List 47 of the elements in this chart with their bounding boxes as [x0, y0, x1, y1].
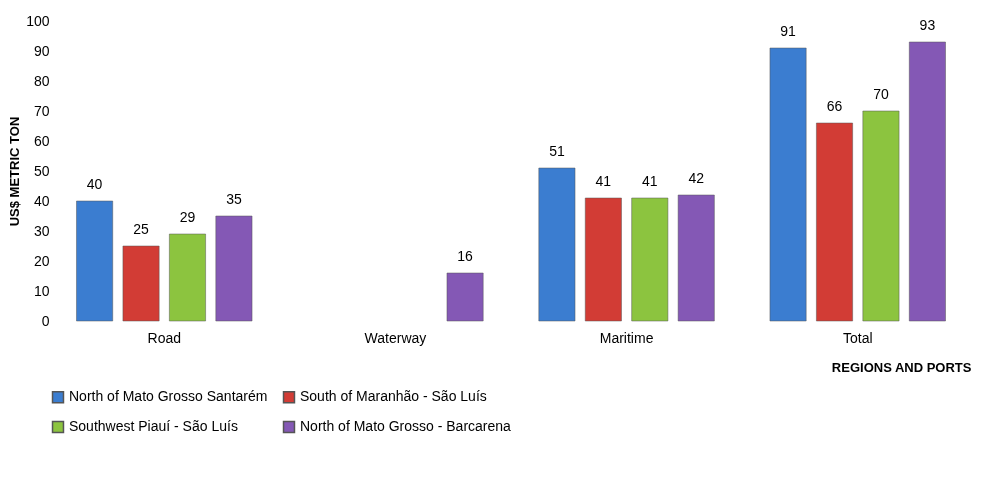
legend-label: North of Mato Grosso - Barcarena	[300, 418, 512, 434]
bar	[816, 122, 853, 322]
x-tick-label: Road	[147, 329, 181, 346]
y-axis-title: US$ METRIC TON	[7, 116, 23, 227]
bar	[862, 110, 900, 322]
data-label: 41	[595, 173, 612, 189]
bar	[769, 47, 807, 322]
y-tick-label: 100	[26, 12, 50, 29]
data-label: 25	[133, 221, 150, 237]
bar	[215, 215, 253, 322]
bar	[169, 233, 206, 322]
data-label: 70	[873, 86, 889, 102]
bar	[631, 197, 669, 322]
y-tick-label: 40	[33, 192, 50, 209]
y-tick-label: 0	[41, 312, 50, 329]
data-label: 91	[780, 23, 797, 39]
data-label: 41	[642, 173, 658, 189]
y-tick-label: 70	[33, 102, 50, 119]
bar	[677, 194, 715, 322]
bar	[122, 245, 160, 322]
bar	[909, 41, 946, 322]
bar	[446, 272, 484, 322]
data-label: 29	[179, 209, 196, 225]
legend-label: North of Mato Grosso Santarém	[69, 388, 268, 405]
y-tick-label: 10	[33, 282, 50, 299]
y-tick-label: 60	[33, 132, 50, 149]
y-tick-label: 90	[33, 42, 50, 59]
data-label: 40	[86, 176, 103, 192]
y-tick-label: 50	[33, 162, 50, 179]
data-label: 16	[457, 248, 474, 264]
data-label: 93	[919, 17, 936, 33]
x-tick-label: Waterway	[364, 329, 427, 346]
bar	[76, 200, 113, 322]
x-tick-label: Total	[842, 329, 873, 346]
legend-label: Southwest Piauí - São Luís	[69, 418, 238, 434]
x-axis-title: REGIONS AND PORTS	[831, 359, 972, 375]
x-tick-label: Maritime	[599, 329, 654, 346]
legend-label: South of Maranhão - São Luís	[300, 388, 487, 405]
data-label: 51	[549, 143, 565, 159]
data-label: 66	[826, 98, 843, 114]
y-tick-label: 30	[33, 222, 50, 239]
data-label: 35	[226, 191, 242, 207]
y-tick-label: 80	[33, 72, 50, 89]
bar	[538, 167, 576, 322]
bar	[584, 197, 622, 322]
data-label: 42	[688, 170, 705, 186]
y-tick-label: 20	[33, 252, 50, 269]
